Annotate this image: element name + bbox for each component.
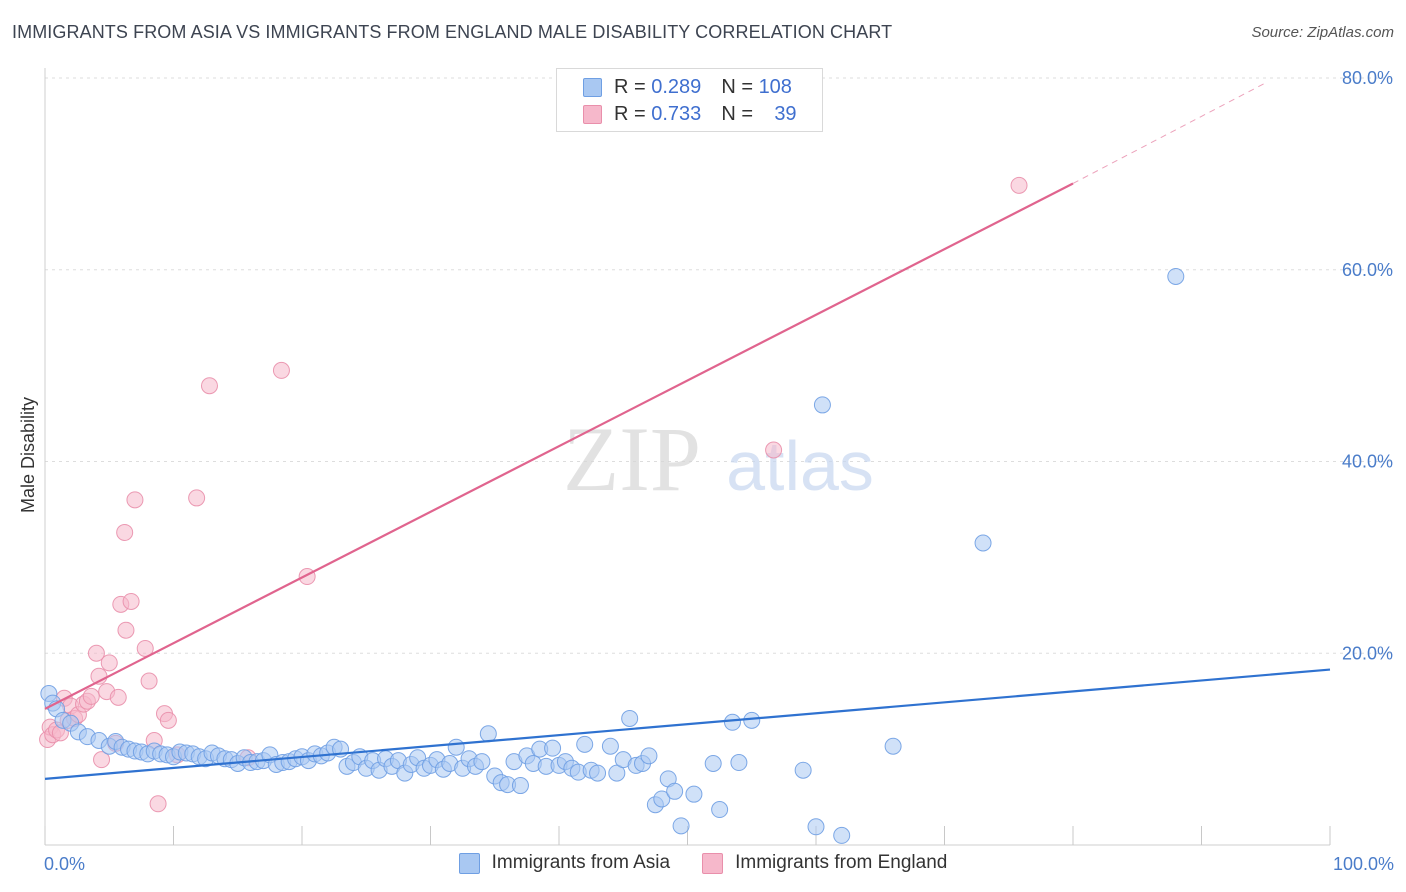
england-point <box>149 795 167 813</box>
asia-point <box>833 826 851 844</box>
legend-n-label: N = <box>721 75 753 98</box>
y-tick-label: 20.0% <box>1342 643 1393 663</box>
asia-point <box>884 737 902 755</box>
legend-row-england: R = 0.733 N = 39 <box>583 102 797 126</box>
y-tick-label: 60.0% <box>1342 260 1393 280</box>
legend-r-asia: 0.289 <box>651 75 702 98</box>
asia-point <box>685 785 703 803</box>
legend-swatch-asia <box>583 77 602 97</box>
england-point <box>765 441 783 459</box>
asia-point <box>807 818 825 836</box>
legend-r-england: 0.733 <box>651 102 702 125</box>
asia-point <box>974 534 992 552</box>
axes <box>44 68 1331 846</box>
asia-point <box>730 754 748 772</box>
england-point <box>87 644 105 662</box>
asia-points <box>40 267 1185 844</box>
watermark-zip: ZIP <box>563 408 701 510</box>
chart-title: IMMIGRANTS FROM ASIA VS IMMIGRANTS FROM … <box>12 22 893 42</box>
asia-point <box>672 817 690 835</box>
asia-point <box>589 764 607 782</box>
legend-n-england: 39 <box>774 102 797 125</box>
asia-point <box>666 782 684 800</box>
asia-point <box>621 709 639 727</box>
legend-r-label: R = <box>614 102 646 125</box>
england-trend-line <box>44 182 1074 710</box>
england-point <box>1010 176 1028 194</box>
legend-row-asia: R = 0.289 N = 108 <box>583 75 792 99</box>
asia-point <box>544 739 562 757</box>
x-tick-label-left: 0.0% <box>44 854 85 874</box>
series-label-asia: Immigrants from Asia <box>491 852 671 873</box>
trend-lines <box>44 82 1331 780</box>
y-axis-title: Male Disability <box>18 397 38 513</box>
correlation-legend: R = 0.289 N = 108 R = 0.733 N = 39 <box>556 68 823 132</box>
england-point <box>126 491 144 509</box>
england-trend-extension <box>1072 82 1266 184</box>
series-label-england: Immigrants from England <box>735 852 948 873</box>
england-point <box>82 687 100 705</box>
asia-point <box>743 711 761 729</box>
asia-point <box>653 790 671 808</box>
legend-n-asia: 108 <box>758 75 792 98</box>
asia-point <box>511 777 529 795</box>
series-swatch-asia <box>458 852 480 874</box>
series-legend: Immigrants from Asia Immigrants from Eng… <box>0 852 1406 874</box>
england-point <box>93 751 111 769</box>
asia-point <box>704 755 722 773</box>
watermark-atlas: atlas <box>726 427 874 505</box>
england-point <box>188 489 206 507</box>
asia-trend-line <box>44 668 1331 780</box>
source-credit: Source: ZipAtlas.com <box>1251 24 1394 41</box>
asia-point <box>473 753 491 771</box>
england-point <box>140 672 158 690</box>
asia-point <box>794 761 812 779</box>
england-point <box>109 688 127 706</box>
asia-point <box>576 735 594 753</box>
series-legend-asia: Immigrants from Asia <box>458 852 671 874</box>
asia-point <box>723 713 741 731</box>
legend-r-label: R = <box>614 75 646 98</box>
series-legend-england: Immigrants from England <box>702 852 947 874</box>
asia-point <box>813 396 831 414</box>
asia-point <box>447 738 465 756</box>
asia-point <box>1167 267 1185 285</box>
legend-swatch-england <box>583 104 602 124</box>
asia-point <box>601 737 619 755</box>
series-swatch-england <box>702 852 724 874</box>
england-points <box>39 176 1028 813</box>
england-point <box>122 592 140 610</box>
england-point <box>116 523 134 541</box>
watermark: ZIP atlas <box>563 408 874 510</box>
england-point <box>200 377 218 395</box>
england-point <box>117 621 135 639</box>
england-point <box>100 654 118 672</box>
asia-point <box>479 725 497 743</box>
x-tick-label-right: 100.0% <box>1333 854 1394 874</box>
y-tick-labels: 20.0% 40.0% 60.0% 80.0% <box>1342 68 1393 663</box>
asia-point <box>711 801 729 819</box>
england-point <box>272 361 290 379</box>
legend-n-label: N = <box>721 102 753 125</box>
y-tick-label: 80.0% <box>1342 68 1393 88</box>
asia-point <box>640 747 658 765</box>
y-tick-label: 40.0% <box>1342 452 1393 472</box>
england-point <box>159 711 177 729</box>
